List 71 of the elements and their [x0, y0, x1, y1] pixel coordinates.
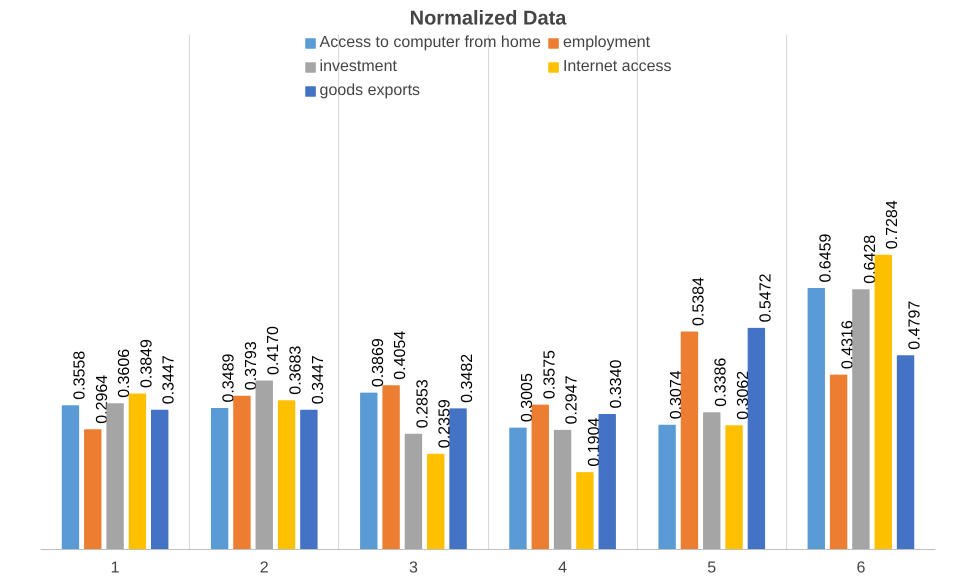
data-label: 0.3062: [735, 370, 752, 420]
bar: [62, 405, 80, 550]
x-tick-label: 5: [707, 560, 716, 576]
data-label: 0.3793: [242, 341, 260, 390]
data-label: 0.3482: [459, 354, 476, 403]
bar: [360, 392, 378, 550]
data-label: 0.3575: [541, 350, 558, 400]
x-tick-label: 6: [856, 560, 866, 576]
bar: [382, 385, 400, 550]
bar: [404, 434, 422, 550]
data-label: 0.3489: [220, 354, 238, 403]
data-label: 0.3447: [160, 355, 178, 404]
data-label: 0.3074: [668, 370, 686, 420]
bar: [658, 424, 676, 550]
bar: [830, 374, 848, 550]
data-label: 0.3606: [116, 348, 134, 398]
bar: [300, 410, 318, 550]
data-label: 0.3005: [518, 373, 536, 422]
data-label: 0.3386: [712, 358, 730, 407]
bar: [151, 410, 168, 550]
bar: [427, 454, 444, 550]
data-label: 0.3340: [608, 360, 626, 409]
data-label: 0.3869: [370, 338, 387, 388]
data-label: 0.5384: [690, 276, 708, 326]
x-tick-label: 3: [408, 560, 418, 576]
bar: [449, 408, 467, 550]
data-label: 0.2359: [436, 399, 454, 448]
bar: [233, 396, 251, 550]
legend-label: Access to computer from home: [320, 34, 541, 52]
data-label: 0.7284: [884, 200, 902, 250]
bar: [808, 288, 825, 550]
bar: [576, 472, 594, 550]
bar: [874, 254, 892, 550]
data-label: 0.2853: [414, 379, 432, 428]
legend-label: Internet access: [562, 58, 672, 76]
bar: [128, 393, 146, 550]
data-label: 0.6459: [817, 234, 834, 283]
legend-label: goods exports: [320, 82, 420, 100]
bar: [106, 403, 124, 550]
bar: [896, 355, 914, 550]
bar: [852, 289, 870, 550]
x-tick-label: 2: [260, 560, 269, 576]
bar: [725, 425, 743, 550]
data-label: 0.3558: [71, 350, 88, 400]
data-label: 0.6428: [862, 234, 879, 284]
data-label: 0.4054: [392, 330, 410, 380]
data-label: 0.3447: [310, 355, 327, 404]
legend-label: employment: [562, 34, 650, 52]
x-tick-label: 4: [558, 560, 568, 576]
x-tick-label: 1: [110, 560, 120, 576]
data-label: 0.3849: [138, 338, 156, 388]
bar: [598, 414, 616, 550]
data-label: 0.5472: [757, 273, 774, 322]
bar: [278, 400, 296, 550]
bar: [748, 328, 766, 550]
data-label: 0.3683: [288, 346, 305, 395]
data-label: 0.4170: [265, 326, 282, 376]
data-label: 0.2947: [564, 375, 581, 424]
legend-label: investment: [320, 58, 397, 76]
bar: [509, 428, 527, 550]
chart-title: Normalized Data: [410, 8, 568, 30]
data-label: 0.4797: [906, 300, 924, 350]
bar: [532, 404, 549, 550]
bar: [703, 412, 720, 550]
bar: [554, 430, 572, 550]
bar: [84, 429, 102, 550]
bar: [256, 380, 273, 550]
bar: [680, 331, 698, 550]
data-label: 0.4316: [840, 320, 857, 370]
data-label: 0.2964: [94, 374, 111, 424]
bar: [210, 408, 228, 550]
